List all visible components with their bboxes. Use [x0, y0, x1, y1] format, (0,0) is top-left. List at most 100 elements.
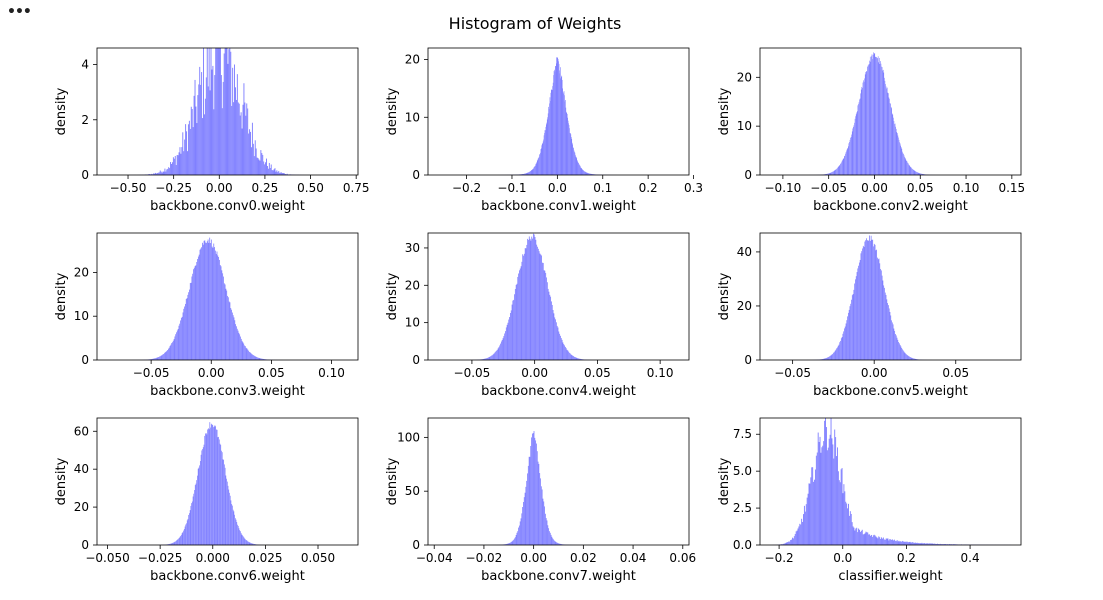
- histogram-bar: [793, 536, 795, 545]
- histogram-bar: [205, 433, 206, 545]
- histogram-bar: [925, 543, 927, 545]
- histogram-bar: [851, 134, 852, 175]
- histogram-bar: [219, 48, 221, 175]
- histogram-bar: [840, 340, 841, 360]
- histogram-bar: [580, 167, 582, 175]
- histogram-bar: [521, 261, 523, 360]
- histogram-bar: [574, 357, 576, 360]
- histogram-bar: [898, 540, 900, 545]
- histogram-bar: [231, 309, 232, 360]
- histogram-bar: [254, 544, 256, 545]
- histogram-bar: [179, 536, 181, 545]
- histogram-bar: [563, 344, 565, 360]
- plot-frame: [427, 47, 690, 176]
- histogram-bar: [566, 112, 568, 175]
- histogram-bar: [505, 327, 507, 360]
- histogram-bar: [540, 486, 542, 545]
- y-tick-label: 20: [737, 70, 752, 84]
- histogram-bar: [202, 244, 204, 360]
- histogram-bar: [227, 485, 229, 545]
- y-tick-label: 10: [74, 309, 89, 323]
- histogram-bars: [106, 48, 346, 176]
- y-tick-label: 20: [405, 278, 420, 292]
- histogram-bar: [829, 355, 831, 360]
- histogram-bar: [223, 276, 224, 360]
- histogram-bar: [173, 339, 175, 360]
- histogram-bar: [897, 339, 899, 360]
- histogram-bar: [172, 542, 174, 545]
- histogram-bar: [877, 259, 879, 360]
- y-tick-label: 10: [405, 110, 420, 124]
- histogram-bar: [894, 330, 896, 360]
- histogram-bar: [906, 160, 907, 175]
- histogram-bar: [805, 504, 807, 545]
- histogram-bar: [205, 242, 207, 360]
- histogram-bar: [853, 527, 855, 545]
- histogram-bar: [893, 540, 894, 545]
- histogram-bar: [249, 352, 251, 360]
- histogram-bar: [224, 284, 226, 360]
- histogram-bar: [203, 240, 205, 360]
- histogram-bar: [870, 61, 872, 175]
- histogram-bar: [880, 270, 882, 360]
- histogram-bar: [818, 441, 820, 545]
- histogram-bar: [867, 66, 868, 175]
- histogram-bar: [834, 429, 836, 545]
- histogram-bar: [496, 350, 497, 360]
- histogram-bar: [523, 497, 525, 545]
- histogram-bar: [880, 61, 881, 175]
- histogram-bar: [178, 538, 179, 545]
- histogram-bar: [518, 525, 520, 545]
- histogram-bar: [855, 116, 856, 175]
- histogram-bar: [867, 532, 869, 545]
- histogram-bar: [576, 158, 578, 175]
- histogram-bar: [881, 66, 882, 175]
- histogram-bar: [223, 283, 225, 360]
- histogram-bars: [446, 431, 628, 545]
- histogram-bar: [557, 327, 559, 360]
- histogram-bar: [852, 294, 854, 360]
- histogram-bar: [248, 541, 249, 545]
- histogram-bar: [544, 133, 545, 175]
- histogram-bar: [838, 480, 840, 545]
- histogram-bar: [226, 290, 228, 360]
- histogram-bar: [804, 511, 806, 545]
- histogram-bar: [862, 534, 864, 545]
- histogram-bar: [254, 140, 256, 175]
- histogram-bar: [866, 71, 867, 175]
- histogram-bar: [877, 56, 879, 175]
- histogram-bar: [270, 164, 272, 175]
- histogram-bar: [529, 171, 530, 175]
- histogram-bar: [491, 355, 492, 360]
- histogram-bar: [927, 543, 929, 545]
- histogram-bar: [914, 170, 916, 175]
- histogram-bar: [531, 170, 533, 175]
- histogram-bar: [237, 525, 239, 545]
- histogram-bar: [905, 159, 907, 175]
- histogram-bar: [246, 540, 248, 545]
- histogram-bar: [229, 48, 231, 175]
- histogram-bar: [910, 167, 912, 175]
- histogram-bar: [185, 298, 187, 360]
- histogram-bar: [178, 325, 180, 360]
- histogram-bar: [497, 348, 499, 360]
- histogram-bar: [556, 57, 558, 176]
- histogram-bar: [864, 241, 866, 360]
- histogram-bar: [236, 328, 238, 360]
- histogram-bar: [540, 152, 541, 175]
- histogram-bar: [257, 158, 259, 175]
- histogram-bar: [871, 54, 873, 175]
- histogram-bar: [173, 158, 175, 175]
- histogram-bar: [559, 70, 560, 175]
- histogram-bar: [224, 48, 226, 175]
- histogram-bar: [878, 258, 880, 360]
- histogram-bar: [192, 273, 194, 360]
- histogram-bar: [879, 263, 881, 360]
- menu-dots-button[interactable]: •••: [7, 4, 32, 20]
- histogram-bar: [900, 147, 902, 175]
- x-tick-label: 0.10: [953, 181, 980, 195]
- histogram-bar: [536, 160, 538, 175]
- histogram-bars: [784, 235, 954, 360]
- histogram-bar: [173, 542, 174, 545]
- histogram-bar: [844, 328, 845, 360]
